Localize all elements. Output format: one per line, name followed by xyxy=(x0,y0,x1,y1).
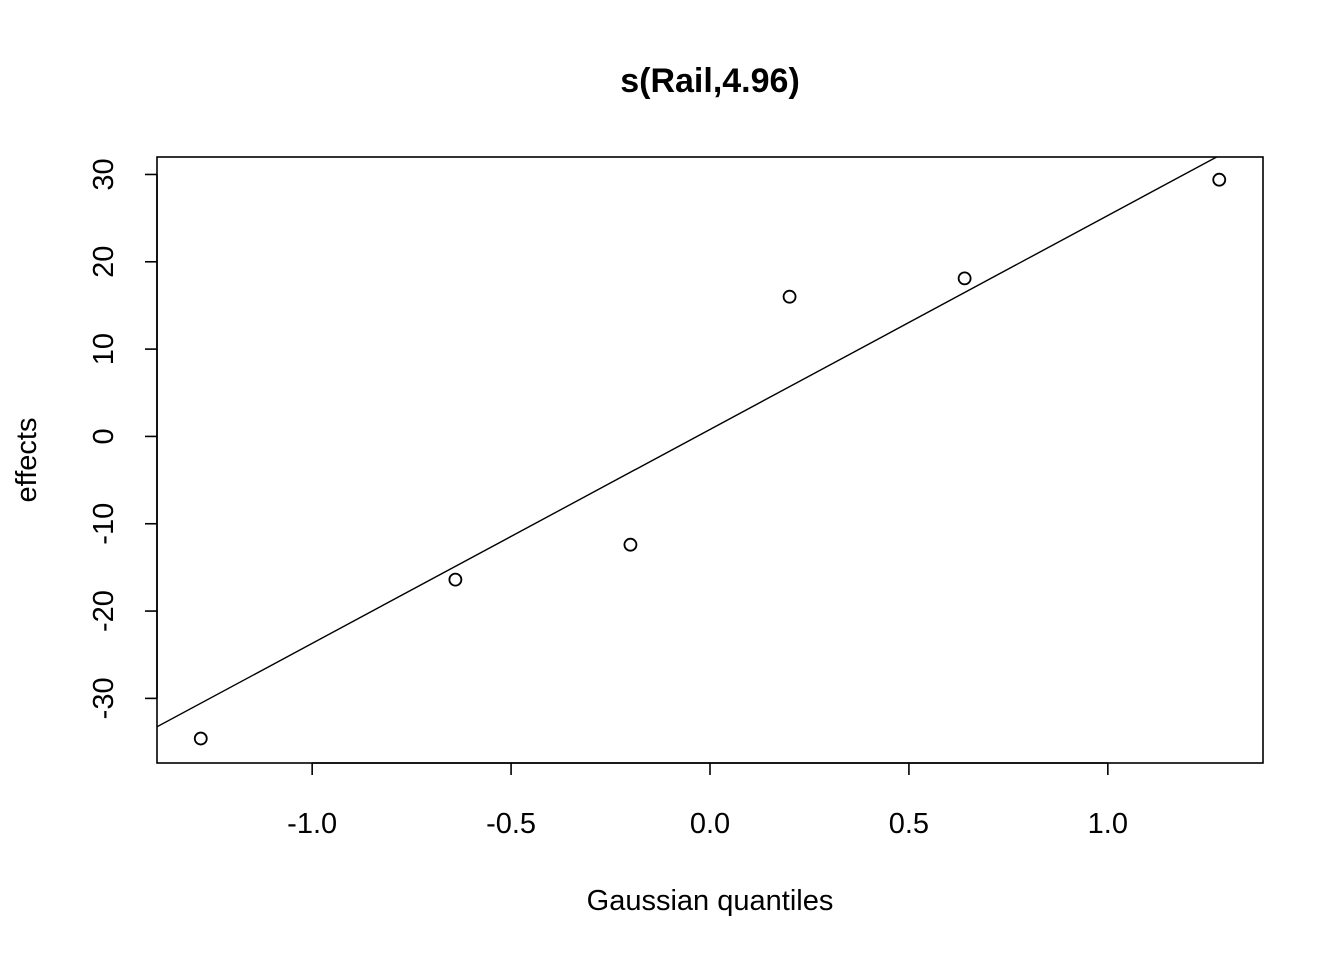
x-axis: -1.0 -0.5 0.0 0.5 1.0 xyxy=(287,762,1128,840)
chart-title: s(Rail,4.96) xyxy=(620,62,800,100)
y-tick-label: 0 xyxy=(88,428,120,444)
y-tick-label: -20 xyxy=(88,590,120,632)
x-tick-label: 0.5 xyxy=(889,808,929,840)
y-tick-label: 10 xyxy=(88,333,120,365)
y-tick-label: 30 xyxy=(88,158,120,190)
reference-line xyxy=(157,157,1219,728)
y-tick-label: -10 xyxy=(88,503,120,545)
plot-frame xyxy=(156,156,1264,764)
x-axis-label: Gaussian quantiles xyxy=(587,885,834,917)
data-point xyxy=(623,537,638,552)
x-tick-label: 1.0 xyxy=(1088,808,1128,840)
x-tick-label: -1.0 xyxy=(287,808,337,840)
data-point xyxy=(957,271,972,286)
data-point xyxy=(193,731,208,746)
x-tick-label: 0.0 xyxy=(690,808,730,840)
y-tick-label: 20 xyxy=(88,246,120,278)
data-point xyxy=(782,289,797,304)
y-axis: -30 -20 -10 0 10 20 30 xyxy=(88,158,158,719)
data-points xyxy=(193,172,1227,746)
x-tick-label: -0.5 xyxy=(486,808,536,840)
y-tick-label: -30 xyxy=(88,677,120,719)
data-point xyxy=(448,572,463,587)
data-point xyxy=(1212,172,1227,187)
y-axis-label: effects xyxy=(11,418,43,503)
